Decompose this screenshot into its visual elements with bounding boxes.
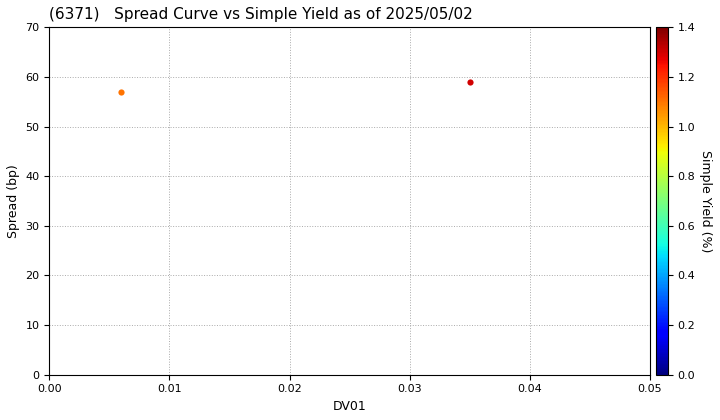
X-axis label: DV01: DV01: [333, 400, 366, 413]
Y-axis label: Simple Yield (%): Simple Yield (%): [699, 150, 712, 252]
Point: [464, 79, 475, 85]
Point: [116, 89, 127, 95]
Y-axis label: Spread (bp): Spread (bp): [7, 164, 20, 238]
Text: (6371)   Spread Curve vs Simple Yield as of 2025/05/02: (6371) Spread Curve vs Simple Yield as o…: [50, 7, 473, 22]
